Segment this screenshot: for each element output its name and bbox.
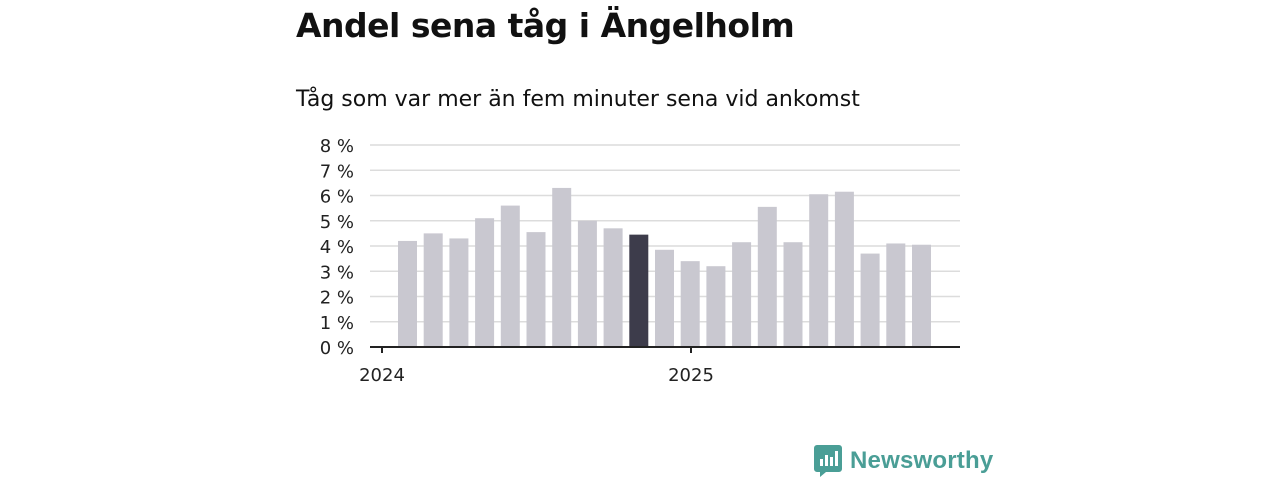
- newsworthy-logo: Newsworthy: [814, 445, 993, 477]
- y-tick-label: 1 %: [320, 313, 354, 334]
- bar-2025-02: [732, 242, 752, 347]
- newsworthy-logo-icon: [814, 445, 842, 477]
- y-tick-label: 0 %: [320, 338, 354, 359]
- bar-2024-06: [526, 232, 546, 347]
- y-tick-label: 3 %: [320, 262, 354, 283]
- y-tick-label: 6 %: [320, 187, 354, 208]
- newsworthy-logo-text: Newsworthy: [850, 447, 994, 474]
- bar-2025-01: [706, 266, 726, 347]
- bar-2025-06: [834, 191, 854, 347]
- bar-2025-05: [809, 194, 829, 347]
- bar-2024-08: [577, 220, 597, 347]
- bar-2024-10: [629, 234, 649, 347]
- chart-title: Andel sena tåg i Ängelholm: [296, 6, 795, 45]
- y-tick-label: 5 %: [320, 212, 354, 233]
- bar-2025-08: [886, 243, 906, 347]
- bar-2024-01: [398, 240, 417, 347]
- bar-2024-05: [500, 205, 520, 347]
- bar-2025-07: [860, 253, 880, 347]
- bar-2024-07: [552, 187, 572, 347]
- bar-chart: 0 % 1 % 2 % 3 % 4 % 5 % 6 % 7 % 8 % 2024 2025: [320, 136, 960, 386]
- chart-subtitle: Tåg som var mer än fem minuter sena vid …: [296, 87, 860, 112]
- y-tick-label: 4 %: [320, 237, 354, 258]
- bar-2024-11: [655, 249, 674, 347]
- bar-2024-12: [680, 261, 700, 347]
- bar-2024-04: [475, 218, 495, 347]
- y-tick-label: 8 %: [320, 136, 354, 157]
- y-tick-label: 7 %: [320, 161, 354, 182]
- bar-2025-09: [912, 244, 931, 347]
- bar-2025-04: [783, 242, 803, 347]
- y-tick-label: 2 %: [320, 288, 354, 309]
- bar-2024-09: [603, 228, 623, 347]
- bar-2024-03: [449, 238, 469, 347]
- x-tick-label: 2024: [359, 365, 405, 386]
- bar-2025-03: [757, 206, 777, 347]
- bar-2024-02: [423, 233, 443, 347]
- x-tick-label: 2025: [668, 365, 714, 386]
